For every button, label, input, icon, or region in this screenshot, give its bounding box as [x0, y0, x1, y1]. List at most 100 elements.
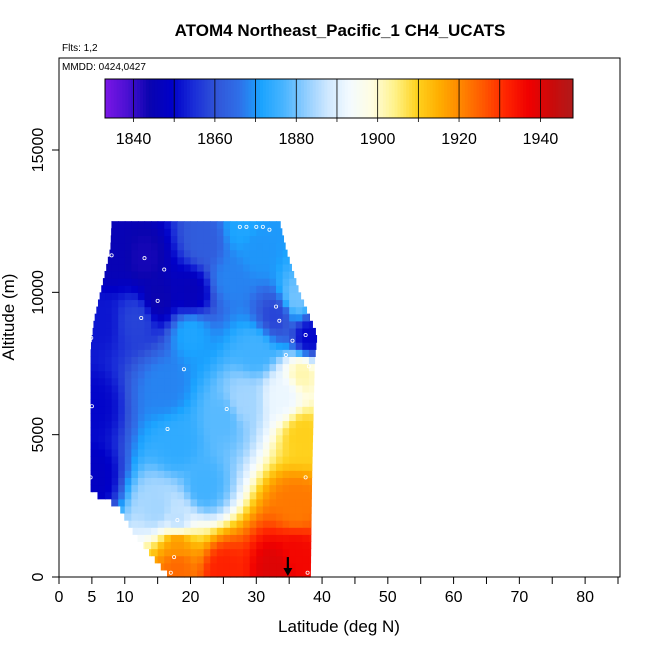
- heatmap-cell: [308, 420, 314, 429]
- heatmap-cell: [105, 463, 113, 471]
- heatmap-cell: [203, 306, 211, 315]
- heatmap-cell: [137, 384, 146, 393]
- heatmap-cell: [170, 512, 178, 521]
- heatmap-cell: [164, 384, 172, 393]
- heatmap-cell: [105, 299, 113, 308]
- heatmap-cell: [302, 505, 310, 514]
- heatmap-cell: [124, 263, 132, 272]
- heatmap-cell: [302, 363, 310, 372]
- heatmap-cell: [210, 420, 218, 429]
- colorbar-swatch: [409, 79, 413, 118]
- colorbar-swatch: [488, 79, 492, 118]
- heatmap-cell: [183, 306, 192, 315]
- heatmap-cell: [223, 235, 231, 244]
- colorbar-swatch: [251, 79, 255, 118]
- heatmap-cell: [276, 406, 284, 414]
- colorbar-swatch: [403, 79, 407, 118]
- colorbar-swatch: [137, 79, 141, 118]
- heatmap-cell: [249, 406, 257, 414]
- heatmap-cell: [111, 285, 119, 293]
- heatmap-cell: [98, 470, 106, 478]
- heatmap-cell: [177, 541, 185, 550]
- heatmap-cell: [137, 448, 146, 457]
- heatmap-cell: [308, 320, 313, 329]
- heatmap-cell: [151, 377, 159, 386]
- colorbar-swatch: [309, 79, 314, 118]
- heatmap-cell: [170, 327, 178, 336]
- heatmap-cell: [144, 342, 152, 350]
- heatmap-cell: [137, 235, 146, 244]
- heatmap-cell: [282, 541, 290, 550]
- heatmap-cell: [90, 370, 93, 379]
- heatmap-cell: [210, 249, 218, 258]
- heatmap-cell: [131, 370, 139, 379]
- heatmap-cell: [262, 249, 271, 258]
- heatmap-cell: [249, 235, 257, 244]
- y-tick-label: 10000: [30, 270, 47, 315]
- heatmap-cell: [223, 534, 231, 543]
- heatmap-cell: [203, 391, 211, 400]
- heatmap-cell: [190, 235, 198, 244]
- heatmap-cell: [243, 498, 251, 507]
- heatmap-cell: [249, 562, 257, 571]
- heatmap-cell: [216, 448, 225, 457]
- heatmap-cell: [203, 569, 211, 578]
- heatmap-cell: [157, 548, 165, 557]
- heatmap-cell: [157, 470, 165, 478]
- heatmap-cell: [302, 306, 308, 315]
- heatmap-cell: [289, 527, 297, 535]
- heatmap-cell: [131, 356, 139, 365]
- heatmap-cell: [164, 512, 172, 521]
- colorbar-swatch: [230, 79, 235, 118]
- heatmap-cell: [170, 242, 178, 251]
- heatmap-cell: [216, 384, 225, 393]
- heatmap-cell: [164, 320, 172, 329]
- heatmap-cell: [203, 456, 211, 464]
- heatmap-cell: [105, 356, 113, 365]
- colorbar-swatch: [300, 79, 305, 118]
- heatmap-cell: [243, 505, 251, 514]
- heatmap-cell: [289, 399, 297, 407]
- heatmap-cell: [236, 562, 244, 571]
- colorbar-swatch: [379, 79, 384, 118]
- heatmap-cell: [203, 335, 211, 343]
- heatmap-cell: [197, 555, 205, 564]
- heatmap-cell: [197, 278, 205, 286]
- heatmap-cell: [289, 384, 297, 393]
- heatmap-cell: [243, 306, 251, 315]
- heatmap-cell: [151, 463, 159, 471]
- heatmap-cell: [262, 335, 271, 343]
- heatmap-cell: [216, 413, 225, 422]
- heatmap-cell: [223, 427, 231, 436]
- heatmap-cell: [295, 463, 303, 471]
- heatmap-cell: [223, 420, 231, 429]
- heatmap-cell: [236, 413, 244, 422]
- heatmap-cell: [269, 228, 277, 236]
- heatmap-cell: [203, 256, 211, 265]
- heatmap-cell: [216, 406, 225, 414]
- heatmap-cell: [223, 327, 231, 336]
- colorbar-swatch: [148, 79, 153, 118]
- heatmap-cell: [183, 292, 192, 301]
- heatmap-cell: [289, 491, 297, 500]
- heatmap-cell: [256, 534, 264, 543]
- heatmap-cell: [101, 285, 106, 293]
- heatmap-cell: [276, 491, 284, 500]
- heatmap-cell: [289, 278, 297, 286]
- heatmap-cell: [203, 441, 211, 450]
- heatmap-cell: [177, 270, 185, 279]
- heatmap-cell: [308, 498, 312, 507]
- heatmap-cell: [90, 384, 93, 393]
- heatmap-cell: [262, 512, 271, 521]
- colorbar-swatch: [163, 79, 167, 118]
- heatmap-cell: [164, 406, 172, 414]
- heatmap-cell: [256, 413, 264, 422]
- heatmap-cell: [131, 399, 139, 407]
- heatmap-cell: [289, 505, 297, 514]
- heatmap-cell: [256, 313, 264, 322]
- heatmap-cell: [164, 356, 172, 365]
- heatmap-cell: [177, 242, 185, 251]
- heatmap-cell: [289, 477, 297, 486]
- heatmap-cell: [105, 441, 113, 450]
- heatmap-cell: [90, 463, 93, 471]
